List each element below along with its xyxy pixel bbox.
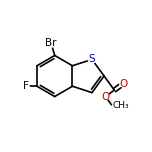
Text: S: S <box>89 54 95 64</box>
Circle shape <box>23 83 29 89</box>
Circle shape <box>102 93 109 100</box>
Text: O: O <box>119 79 127 89</box>
Text: O: O <box>101 92 110 102</box>
Circle shape <box>88 56 96 63</box>
Circle shape <box>120 80 127 87</box>
Text: CH₃: CH₃ <box>112 101 129 110</box>
Text: Br: Br <box>45 38 57 48</box>
Circle shape <box>46 38 55 47</box>
Text: F: F <box>23 81 29 91</box>
